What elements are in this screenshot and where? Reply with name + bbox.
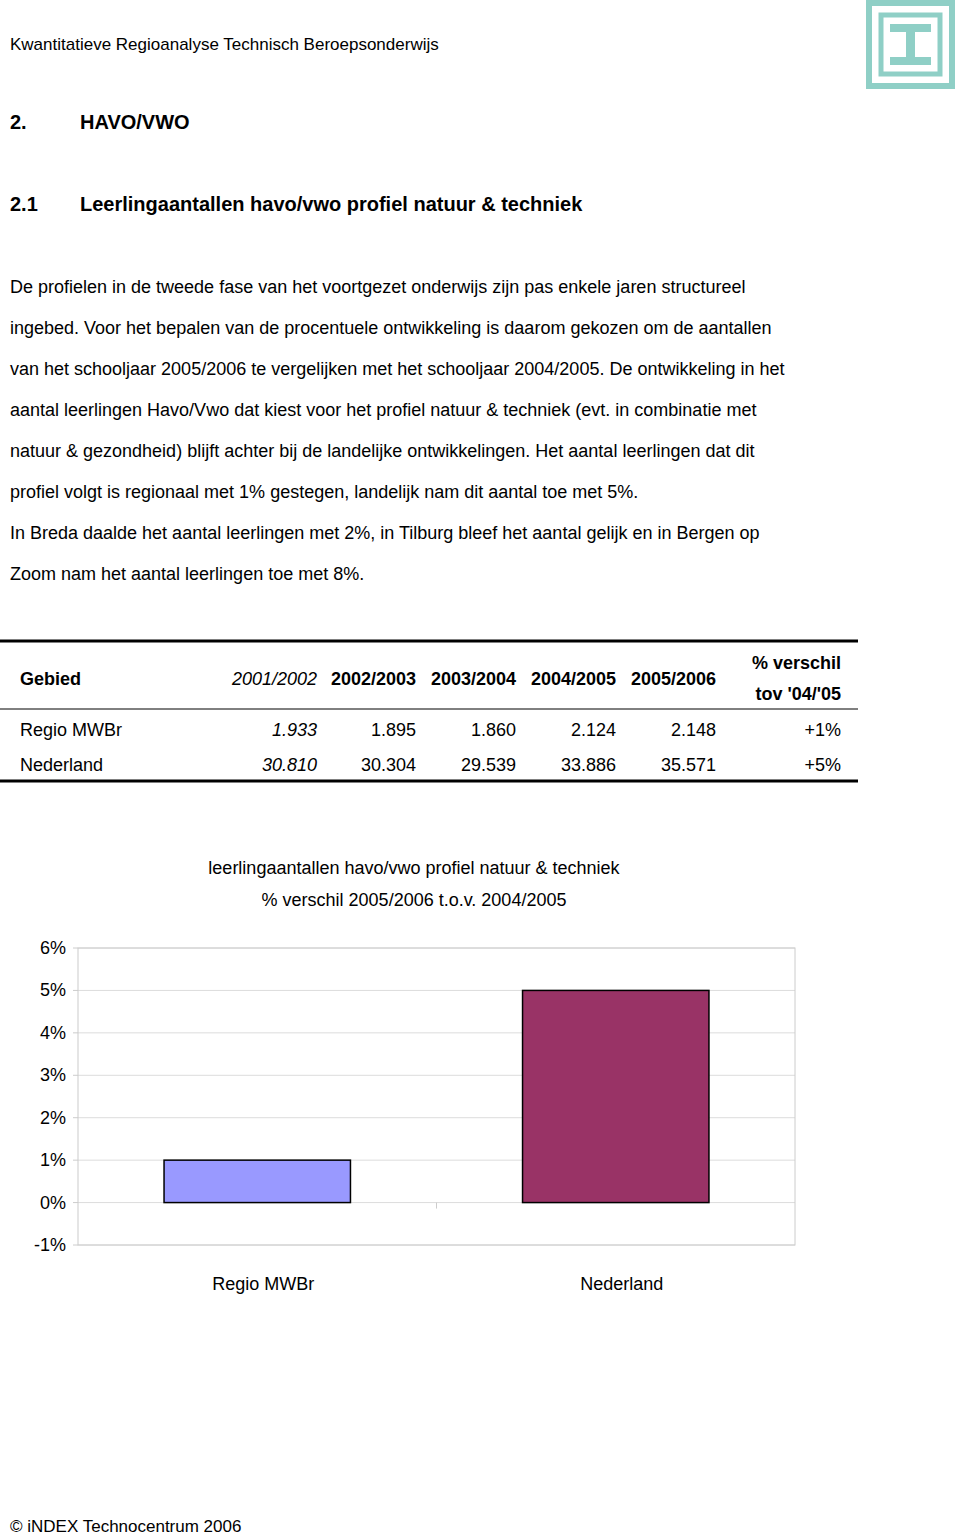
table-cell: 2.148 [671,720,716,740]
logo [869,3,952,86]
logo-stem [906,32,915,57]
footer: © iNDEX Technocentrum 2006 [10,1517,241,1535]
table-cell: +1% [804,720,841,740]
table-cell: 30.304 [361,755,416,775]
page-canvas: Kwantitatieve Regioanalyse Technisch Ber… [0,0,960,1535]
category-label: Regio MWBr [212,1274,314,1294]
tick-label: 1% [40,1150,66,1170]
paragraph-line: natuur & gezondheid) blijft achter bij d… [10,441,754,461]
paragraph-line: profiel volgt is regionaal met 1% gesteg… [10,482,638,502]
subsection-number: 2.1 [10,193,38,215]
chart-subtitle: % verschil 2005/2006 t.o.v. 2004/2005 [262,890,567,910]
page: {"header": {"running_title": "Kwantitati… [0,0,960,1535]
tick-label: 2% [40,1108,66,1128]
chart: leerlingaantallen havo/vwo profiel natuu… [34,858,795,1294]
table-cell: 30.810 [262,755,317,775]
table-cell: 2.124 [571,720,616,740]
running-title: Kwantitatieve Regioanalyse Technisch Ber… [10,35,439,54]
paragraph-line: aantal leerlingen Havo/Vwo dat kiest voo… [10,400,756,420]
paragraph-line: Zoom nam het aantal leerlingen toe met 8… [10,564,364,584]
table-rule [0,709,858,710]
logo-bar [890,24,931,32]
tick-label: 0% [40,1193,66,1213]
table-cell: +5% [804,755,841,775]
table-cell: 35.571 [661,755,716,775]
tick-label: -1% [34,1235,66,1255]
tick-label: 4% [40,1023,66,1043]
tick-mark [73,1245,78,1246]
table-cell: Nederland [20,755,103,775]
bars [164,990,709,1202]
table-rule [0,780,858,783]
tick-mark [73,1117,78,1118]
bar [164,1160,350,1202]
table-header: 2005/2006 [631,669,716,689]
table-rule [0,640,858,643]
logo-frame [869,3,952,86]
tick-mark [73,948,78,949]
subsection-title: Leerlingaantallen havo/vwo profiel natuu… [80,193,583,215]
paragraph-line: De profielen in de tweede fase van het v… [10,277,745,297]
table-header: 2001/2002 [231,669,317,689]
category-label: Nederland [580,1274,663,1294]
section-number: 2. [10,111,27,133]
logo-bar [890,57,931,65]
paragraph-line: In Breda daalde het aantal leerlingen me… [10,523,760,543]
paragraph-line: ingebed. Voor het bepalen van de procent… [10,318,772,338]
table-cell: 29.539 [461,755,516,775]
table-cell: 1.860 [471,720,516,740]
tick-label: 3% [40,1065,66,1085]
table-header: 2002/2003 [331,669,416,689]
section-title: HAVO/VWO [80,111,190,133]
table-header: tov '04/'05 [755,684,841,704]
table-header: 2004/2005 [531,669,616,689]
category-tick [436,1203,437,1209]
table-header: Gebied [20,669,81,689]
tick-mark [73,1160,78,1161]
tick-mark [73,990,78,991]
tick-mark [73,1202,78,1203]
table-cell: 1.895 [371,720,416,740]
table-header: % verschil [752,653,841,673]
table-cell: Regio MWBr [20,720,122,740]
bar [523,990,709,1202]
plot-frame [78,948,795,1245]
table-header: 2003/2004 [431,669,516,689]
paragraph-line: van het schooljaar 2005/2006 te vergelij… [10,359,785,379]
table-cell: 33.886 [561,755,616,775]
tick-label: 6% [40,938,66,958]
logo-inner [881,15,940,74]
chart-title: leerlingaantallen havo/vwo profiel natuu… [208,858,620,878]
tick-mark [73,1032,78,1033]
tick-label: 5% [40,980,66,1000]
table-cell: 1.933 [272,720,317,740]
tick-mark [73,1075,78,1076]
